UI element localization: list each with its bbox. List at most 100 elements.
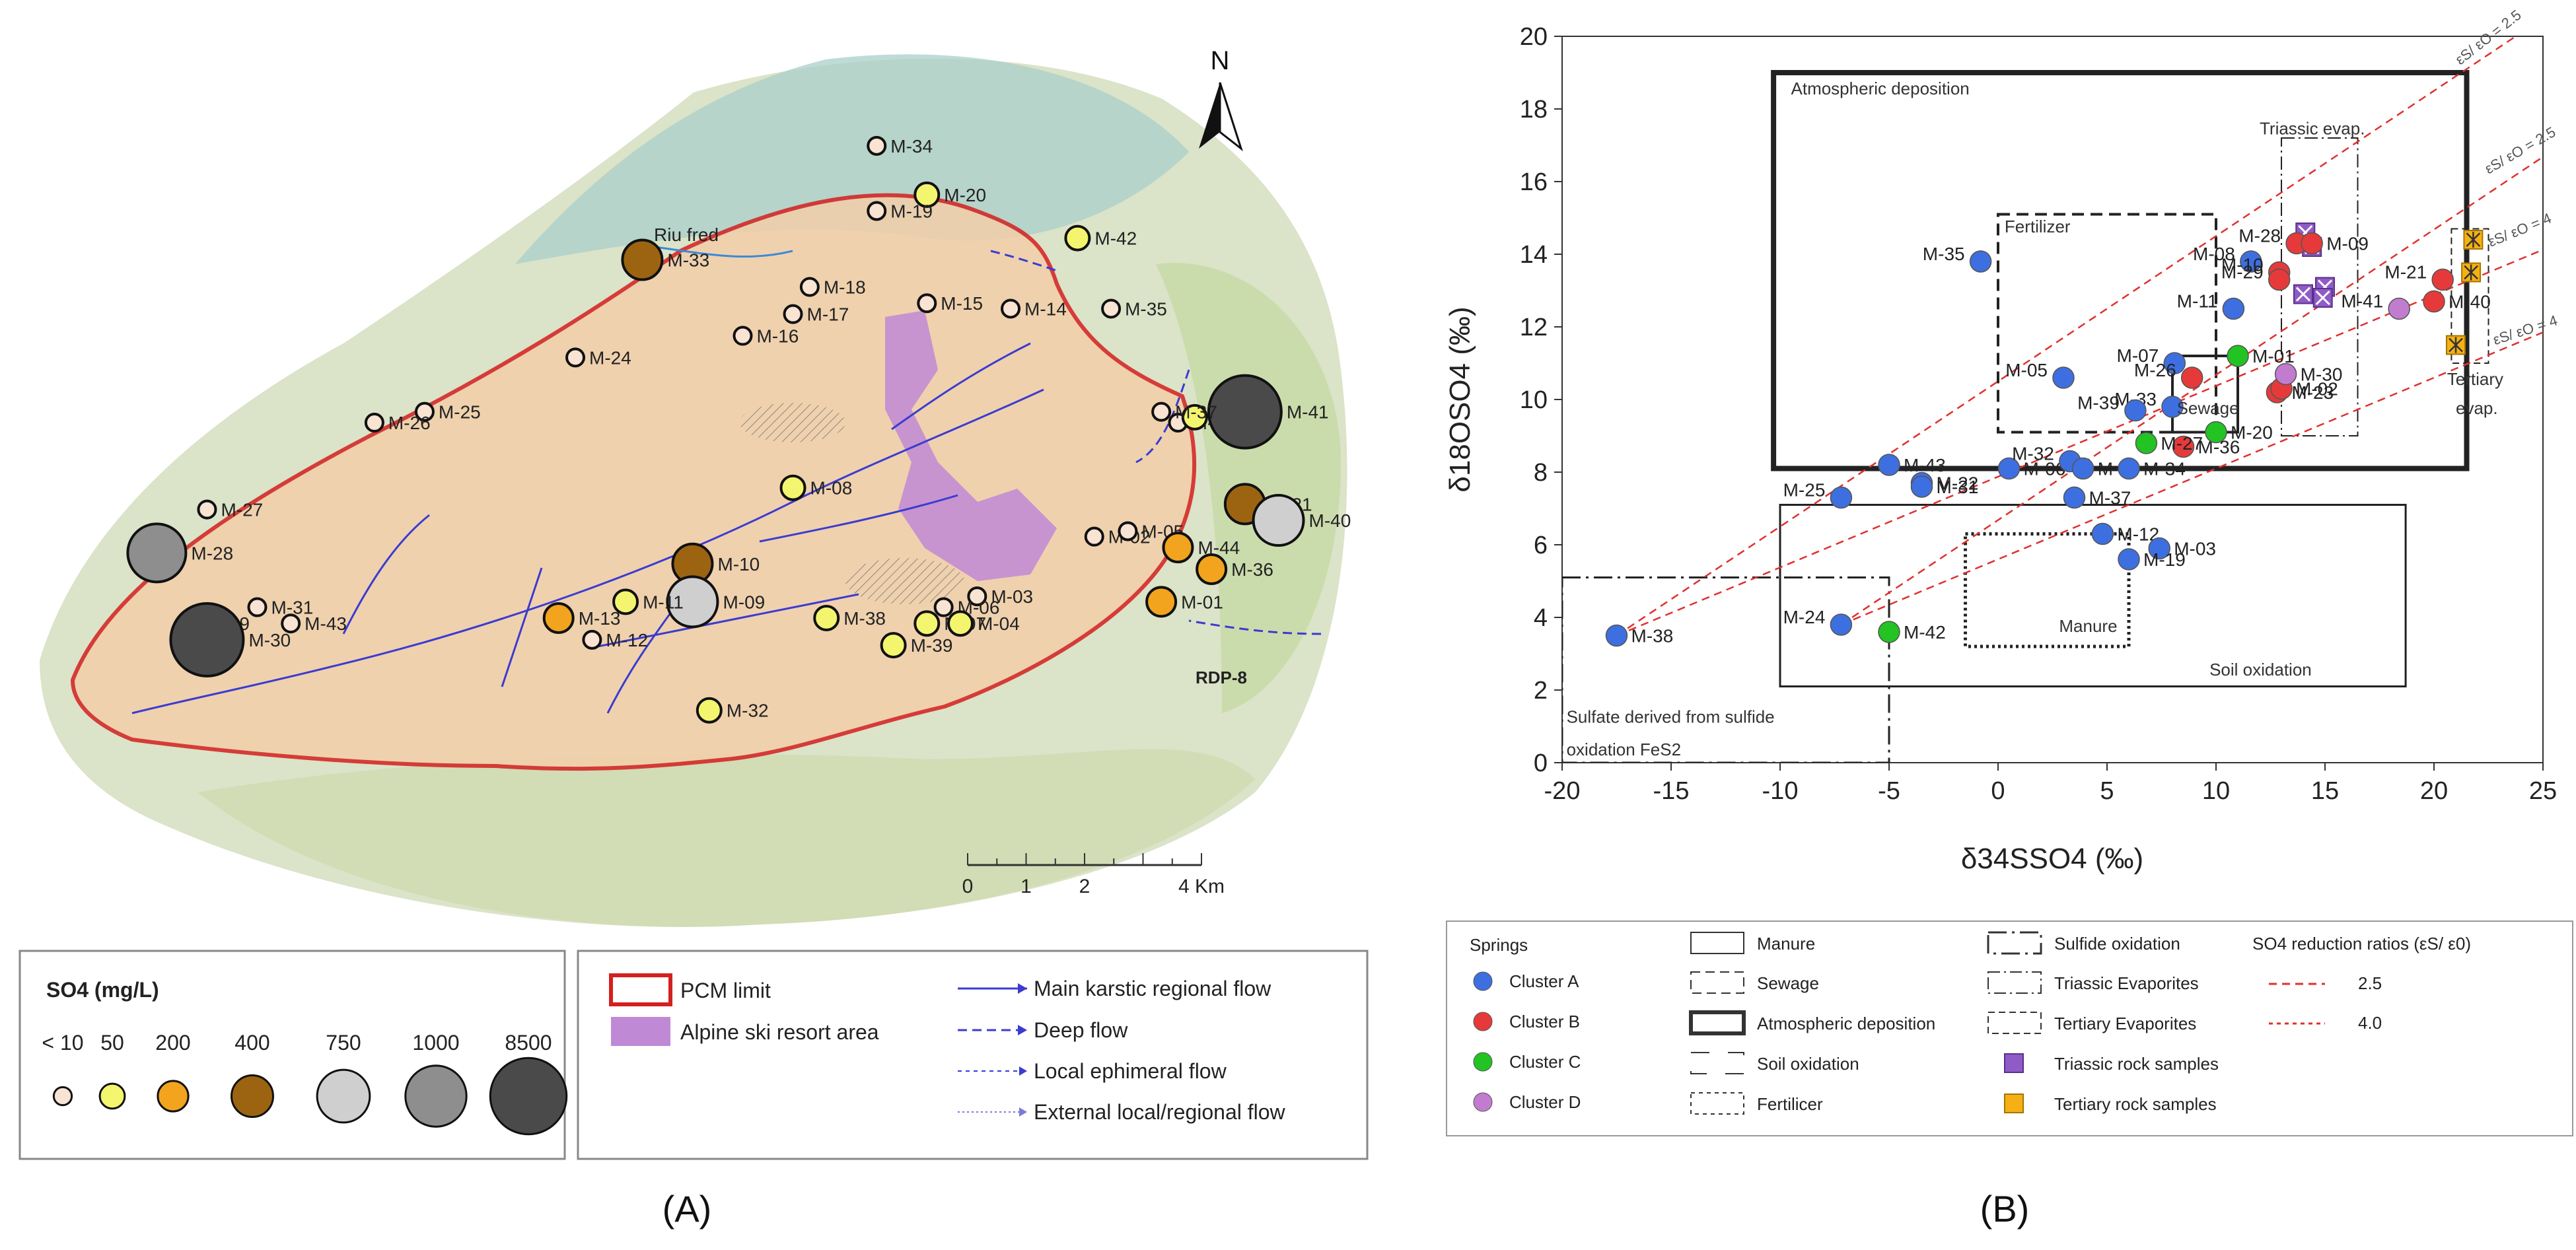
y-tick-label: 20 <box>1520 23 1548 51</box>
legend-manure-swatch <box>1690 932 1744 954</box>
spring-point-label: M-31 <box>1937 477 1979 497</box>
map-point-label: M-33 <box>667 250 709 270</box>
spring-point-label: M-30 <box>2301 365 2343 385</box>
region-fertilizer <box>1997 213 2217 434</box>
x-tick-label: 10 <box>2202 777 2230 805</box>
so4-legend-label: 1000 <box>412 1031 459 1055</box>
spring-point <box>2124 399 2147 422</box>
scale-label: 4 Km <box>1178 876 1225 897</box>
map-point <box>933 597 954 617</box>
y-tick-label: 2 <box>1534 677 1548 705</box>
map-point-label: M-35 <box>1125 298 1167 319</box>
sewage-label: Sewage <box>2177 398 2239 418</box>
so4-legend-circle <box>231 1074 274 1118</box>
spring-point <box>2268 268 2291 291</box>
map-point <box>414 401 435 422</box>
scale-bar: 0 1 2 4 Km <box>962 853 1225 897</box>
spring-point-label: M-02 <box>2296 379 2338 399</box>
map-point <box>126 522 188 584</box>
x-tick-label: 25 <box>2529 777 2557 805</box>
map-point-label: M-40 <box>1309 510 1351 531</box>
legend-cluster-label: Cluster B <box>1509 1012 1580 1031</box>
map-point <box>779 474 806 501</box>
legend-triassic-rock: Triassic rock samples <box>2054 1054 2219 1074</box>
spring-point <box>1878 454 1900 476</box>
so4-legend-circle <box>404 1064 468 1128</box>
soil-label: Soil oxidation <box>2209 660 2312 679</box>
map-point-label: M-42 <box>1094 228 1137 249</box>
map-point <box>880 632 907 659</box>
spring-point-label: M-07 <box>2117 345 2159 366</box>
spring-point-label: M-23 <box>2291 382 2334 403</box>
map-point <box>813 604 840 631</box>
map-point-label: M-18 <box>824 277 866 298</box>
so4-legend-label: 750 <box>326 1031 361 1055</box>
so4-legend-label: 200 <box>155 1031 190 1055</box>
map-point-label: M-01 <box>1181 592 1223 612</box>
spring-point-label: M-03 <box>2174 539 2216 559</box>
so4-legend-circle <box>489 1057 568 1136</box>
x-axis: -20 -15 -10 -5 0 5 10 15 20 25 <box>1544 763 2557 805</box>
spring-point <box>2222 297 2245 320</box>
spring-point-label: M-28 <box>2238 226 2281 246</box>
map-point-label: M-37 <box>1175 402 1217 423</box>
x-tick-label: 15 <box>2311 777 2339 805</box>
region-manure <box>1964 532 2131 648</box>
local-flow-label: Local ephimeral flow <box>1034 1059 1227 1083</box>
y-tick-label: 0 <box>1534 749 1548 777</box>
spring-point <box>2118 548 2140 571</box>
spring-point <box>2227 345 2249 367</box>
map-point-label: M-10 <box>717 554 760 574</box>
map-point-label: M-08 <box>810 478 853 499</box>
panel-label-b: (B) <box>1980 1188 2030 1230</box>
pcm-legend-swatch <box>609 973 672 1006</box>
spring-point <box>2180 366 2203 389</box>
y-tick-label: 6 <box>1534 532 1548 559</box>
legend-fertilicer-swatch <box>1690 1092 1744 1115</box>
triassic-rock-cross <box>2295 287 2311 302</box>
legend-triassic-evap: Triassic Evaporites <box>2054 973 2199 993</box>
so4-legend-label: 400 <box>234 1031 269 1055</box>
map-point <box>799 277 820 297</box>
tertiary-label: Tertiary <box>2447 369 2503 389</box>
spring-point <box>1830 613 1853 636</box>
spring-point <box>2052 366 2075 389</box>
spring-point-label: M-41 <box>2341 291 2383 312</box>
manure-label: Manure <box>2059 616 2117 636</box>
chart-legend: Springs Cluster A Cluster B Cluster C Cluste… <box>1470 931 2471 1115</box>
map-point <box>913 181 941 208</box>
x-tick-label: -10 <box>1762 777 1799 805</box>
region-soil <box>1779 504 2407 687</box>
spring-point-label: M-24 <box>1783 607 1826 627</box>
sample-points: M-34 M-20 M-19 M-42 M-33 M-18 M-17 M-16 M-15 M-14… <box>126 135 1351 724</box>
y-tick-label: 10 <box>1520 386 1548 414</box>
legend-manure: Manure <box>1757 934 1815 954</box>
spring-point-label: M-01 <box>2252 346 2295 366</box>
y-axis: 0 2 4 6 8 10 12 14 16 18 20 <box>1520 23 1562 777</box>
triassic-label: Triassic evap. <box>2260 119 2365 139</box>
legend-tertiary-rock: Tertiary rock samples <box>2054 1094 2217 1114</box>
north-arrow: N <box>1199 46 1243 152</box>
spring-point <box>2161 396 2184 418</box>
rdp-label: RDP-8 <box>1196 668 1247 687</box>
map-point <box>1151 401 1172 422</box>
legend-tertiary-evap: Tertiary Evaporites <box>2054 1014 2196 1033</box>
spring-point <box>1997 457 2021 480</box>
map-terrain-north <box>515 54 1189 264</box>
map-point <box>1181 403 1208 431</box>
spring-point <box>1878 621 1900 643</box>
hatched-zone <box>740 403 845 442</box>
map-point <box>197 499 217 520</box>
map-point <box>867 201 887 221</box>
spring-point-label: M-32 <box>2012 444 2054 464</box>
so4-legend-title: SO4 (mg/L) <box>46 978 159 1002</box>
map-point <box>1001 298 1021 319</box>
map-point-label: M-27 <box>221 500 263 520</box>
map-point <box>666 575 719 629</box>
tertiary-rock-cross <box>2464 264 2478 281</box>
deep-flow-label: Deep flow <box>1034 1018 1128 1042</box>
map-terrain-south <box>198 749 1255 927</box>
so4-legend-box <box>18 950 566 1160</box>
legend-cluster-label: Cluster A <box>1509 971 1579 991</box>
deep-flow <box>990 250 1322 635</box>
